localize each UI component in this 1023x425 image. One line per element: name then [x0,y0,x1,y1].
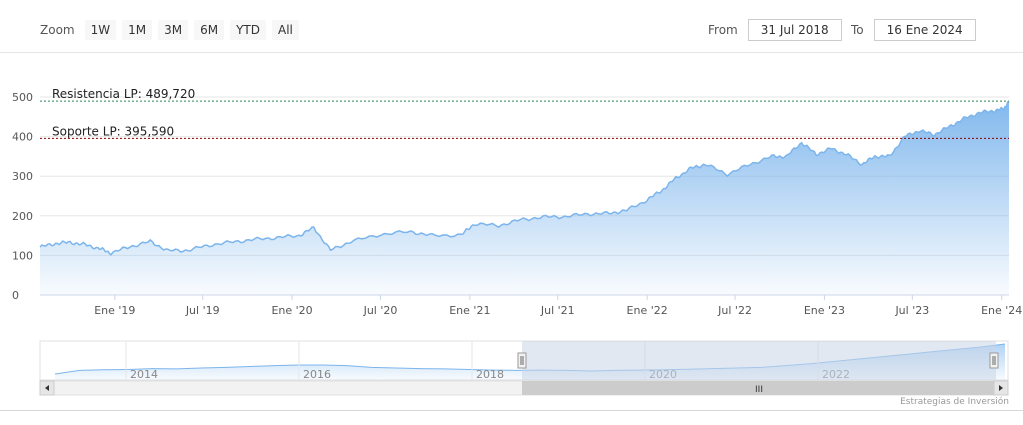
series-line [39,100,1010,256]
zoom-button-1m[interactable]: 1M [122,20,153,40]
credits-label: Estrategias de Inversión [900,397,1009,407]
x-tick-label-4: Ene '21 [449,304,490,317]
date-range-to: To 16 Ene 2024 [851,18,976,42]
scrollbar-thumb[interactable] [522,381,996,395]
y-tick-label-400: 400 [12,131,33,144]
x-tick-label-9: Jul '23 [894,304,929,317]
arrow-left-icon [45,385,49,391]
arrow-right-icon [999,385,1003,391]
zoom-button-6m[interactable]: 6M [194,20,225,40]
y-tick-label-100: 100 [12,249,33,262]
x-tick-label-0: Ene '19 [94,304,135,317]
date-range-from: From 31 Jul 2018 [708,18,842,42]
y-axis: 0 100 200 300 400 500 [12,91,33,302]
zoom-button-all[interactable]: All [272,20,299,40]
navigator-left-handle[interactable] [517,352,527,369]
scrollbar-grip-label: III [755,385,763,395]
zoom-button-3m[interactable]: 3M [158,20,189,40]
annotation-label-0: Resistencia LP: 489,720 [52,87,195,101]
zoom-button-1w[interactable]: 1W [84,20,117,40]
footer-divider [0,410,1023,411]
navigator-label-2: 2018 [476,368,504,381]
x-tick-label-5: Jul '21 [540,304,575,317]
price-area [39,100,1010,295]
y-tick-label-500: 500 [12,91,33,104]
x-tick-label-3: Jul '20 [363,304,398,317]
x-tick-label-2: Ene '20 [271,304,312,317]
annotation-lines: Resistencia LP: 489,720 Soporte LP: 395,5… [40,87,1009,139]
navigator-right-handle[interactable] [989,352,999,369]
from-label: From [708,23,738,37]
x-tick-label-1: Jul '19 [185,304,220,317]
x-tick-label-7: Jul '22 [717,304,752,317]
navigator: 20142016201820202022III [39,340,1009,396]
to-label: To [851,23,864,37]
x-tick-label-10: Ene '24 [981,304,1022,317]
y-tick-label-300: 300 [12,170,33,183]
navigator-selection [522,341,996,380]
y-tick-label-0: 0 [12,289,19,302]
x-axis: Ene '19 Jul '19 Ene '20 Jul '20 Ene '21 Jul '… [40,294,1022,317]
x-tick-label-6: Ene '22 [627,304,668,317]
from-date-input[interactable]: 31 Jul 2018 [747,19,842,41]
annotation-label-1: Soporte LP: 395,590 [52,124,174,138]
to-date-input[interactable]: 16 Ene 2024 [873,19,976,41]
y-tick-label-200: 200 [12,210,33,223]
navigator-label-0: 2014 [130,368,158,381]
series-area [40,101,1009,295]
zoom-toolbar: Zoom 1W 1M 3M 6M YTD All [40,18,305,42]
zoom-label: Zoom [40,23,75,37]
x-tick-label-8: Ene '23 [804,304,845,317]
zoom-button-ytd[interactable]: YTD [230,20,266,40]
toolbar-divider [0,52,1023,53]
navigator-label-1: 2016 [303,368,331,381]
